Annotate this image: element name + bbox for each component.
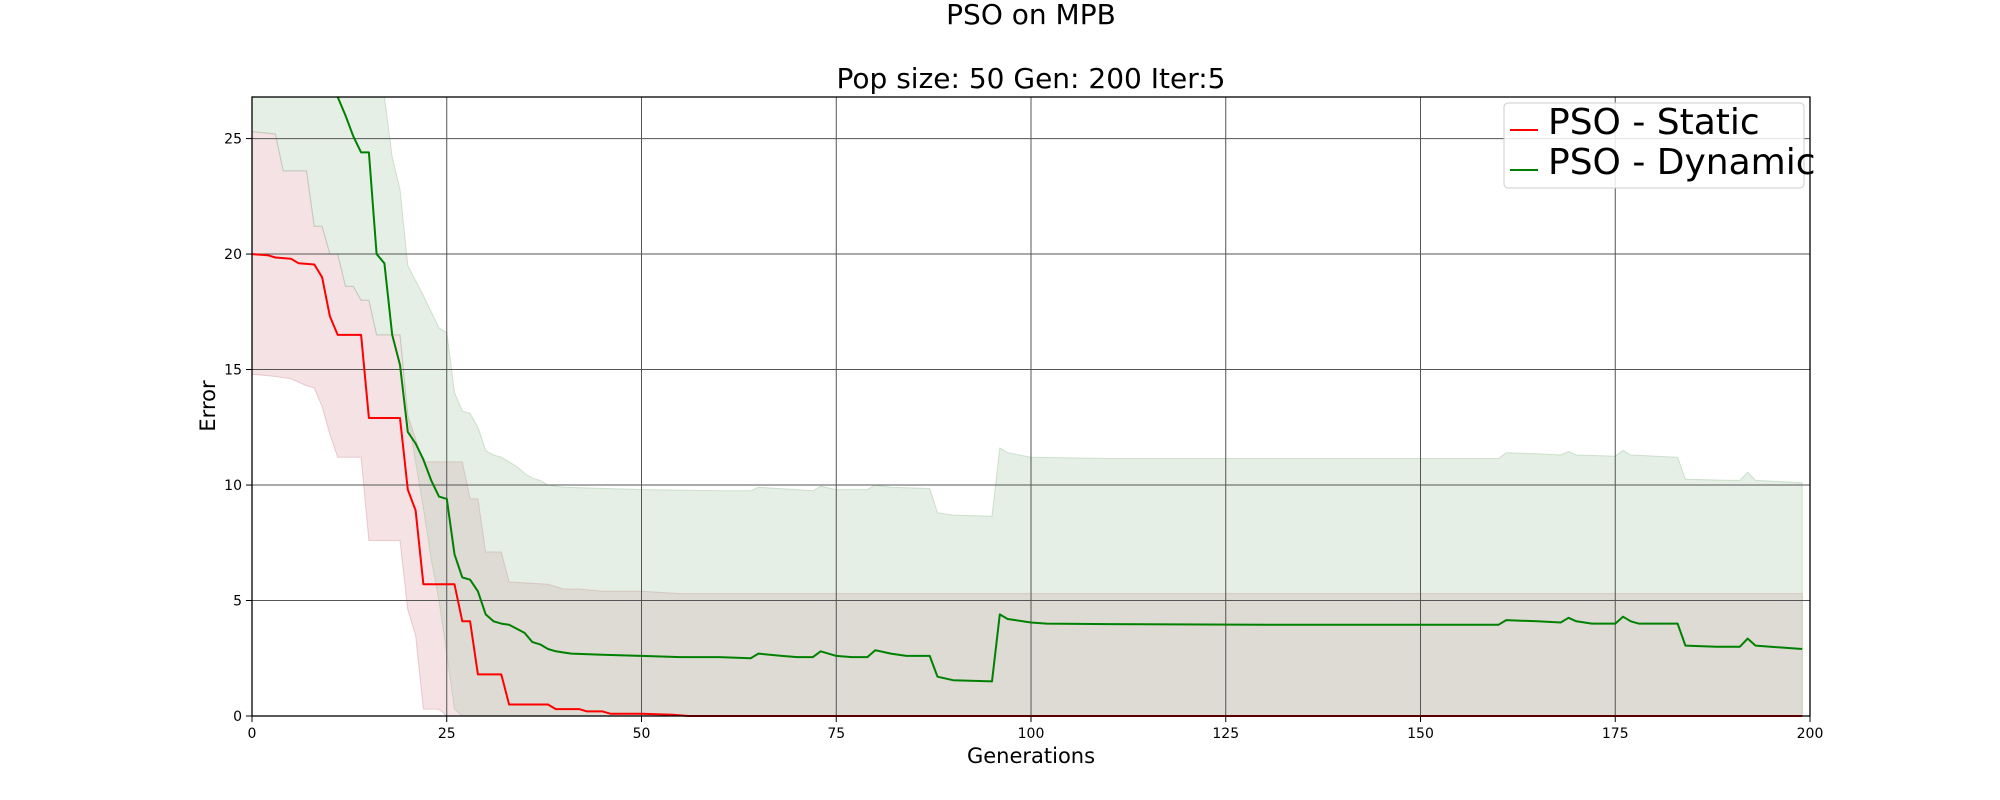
y-tick-label: 25 xyxy=(224,132,242,148)
x-tick-label: 75 xyxy=(827,726,845,742)
y-tick-label: 10 xyxy=(224,478,242,494)
x-tick-label: 0 xyxy=(248,726,257,742)
x-tick-label: 175 xyxy=(1602,726,1629,742)
x-tick-label: 125 xyxy=(1212,726,1239,742)
chart-title: PSO on MPB xyxy=(946,0,1116,31)
y-tick-label: 15 xyxy=(224,363,242,379)
x-tick-label: 100 xyxy=(1018,726,1045,742)
y-tick-label: 5 xyxy=(233,594,242,610)
series-line-static xyxy=(251,253,1803,717)
x-axis-ticks: 0 25 50 75 100 125 150 175 200 xyxy=(248,716,1824,742)
chart-subtitle: Pop size: 50 Gen: 200 Iter:5 xyxy=(837,62,1226,95)
legend-label-dynamic: PSO - Dynamic xyxy=(1548,142,1816,183)
x-axis-label: Generations xyxy=(967,744,1095,768)
legend: PSO - Static PSO - Dynamic xyxy=(1503,102,1816,189)
y-tick-label: 0 xyxy=(233,709,242,725)
x-tick-label: 50 xyxy=(633,726,651,742)
band-dynamic xyxy=(251,96,1803,717)
x-tick-label: 25 xyxy=(438,726,456,742)
legend-label-static: PSO - Static xyxy=(1548,102,1760,143)
x-tick-label: 150 xyxy=(1407,726,1434,742)
y-tick-label: 20 xyxy=(224,247,242,263)
x-tick-label: 200 xyxy=(1797,726,1824,742)
series-lines xyxy=(251,96,1803,717)
y-axis-label: Error xyxy=(196,380,220,432)
legend-box xyxy=(1503,102,1805,189)
series-line-dynamic xyxy=(336,96,1803,683)
confidence-bands xyxy=(251,96,1803,717)
y-axis-ticks: 0 5 10 15 20 25 xyxy=(224,132,252,725)
